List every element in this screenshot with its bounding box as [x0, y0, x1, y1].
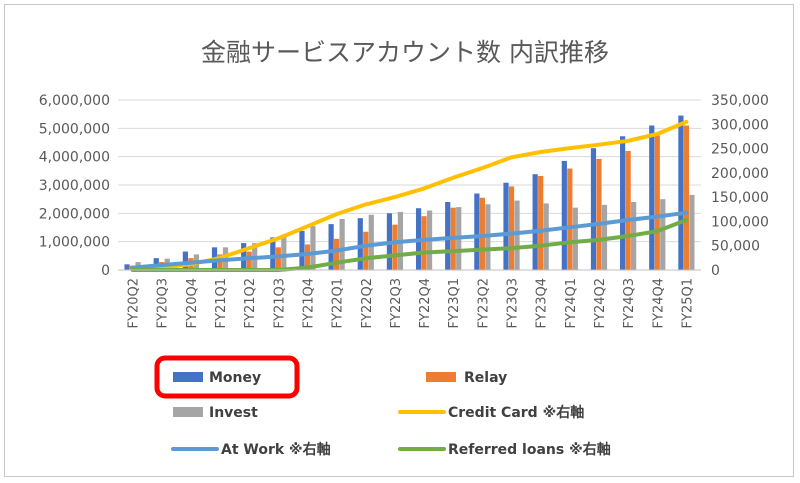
right-axis: 0 50,000 100,000 150,000 200,000 250,000 300,0…: [711, 93, 769, 279]
left-tick-label: 4,000,000: [39, 150, 110, 166]
left-tick-label: 1,000,000: [39, 235, 110, 251]
chart: 金融サービスアカウント数 内訳推移 0 1,000,000 2,000,000 3,0…: [39, 38, 769, 458]
bar-relay: [275, 247, 281, 270]
category-label: FY23Q3: [506, 278, 521, 328]
right-tick-label: 350,000: [711, 93, 769, 109]
bar-relay: [304, 244, 311, 270]
legend-label: Credit Card ※右軸: [448, 404, 584, 421]
bar-invest: [368, 214, 374, 270]
category-label: FY25Q1: [680, 278, 695, 328]
bar-relay: [479, 197, 485, 270]
left-tick-label: 6,000,000: [39, 93, 110, 109]
bar-money: [241, 243, 247, 270]
left-tick-label: 3,000,000: [39, 178, 110, 194]
bar-money: [270, 237, 276, 270]
category-label: FY21Q3: [272, 278, 287, 328]
legend-highlight-box: [154, 355, 300, 399]
gridlines: [118, 99, 701, 271]
left-axis: 0 1,000,000 2,000,000 3,000,000 4,000,000 5,0…: [39, 93, 110, 279]
chart-frame: 金融サービスアカウント数 内訳推移 0 1,000,000 2,000,000 3,0…: [4, 4, 794, 477]
category-label: FY24Q3: [622, 278, 637, 328]
category-label: FY24Q2: [593, 278, 608, 328]
bar-invest: [660, 199, 666, 270]
category-label: FY22Q1: [331, 278, 346, 328]
category-label: FY23Q4: [535, 278, 550, 328]
left-tick-label: 0: [101, 263, 110, 279]
bar-invest: [572, 207, 578, 270]
bar-invest: [281, 234, 287, 270]
category-label: FY21Q2: [243, 278, 258, 328]
bar-money: [182, 251, 188, 270]
category-label: FY24Q4: [651, 278, 666, 328]
bar-money: [503, 182, 509, 270]
category-label: FY21Q1: [214, 278, 229, 328]
bar-relay: [596, 158, 602, 270]
right-tick-label: 300,000: [711, 117, 769, 133]
bar-money: [357, 218, 363, 270]
bar-money: [328, 224, 334, 270]
bar-money: [445, 202, 451, 270]
right-tick-label: 50,000: [711, 239, 760, 255]
bar-money: [532, 174, 538, 270]
category-label: FY23Q1: [447, 278, 462, 328]
right-tick-label: 150,000: [711, 190, 769, 206]
legend-label: Invest: [209, 405, 258, 421]
category-label: FY21Q4: [301, 278, 316, 328]
category-label: FY24Q1: [564, 278, 579, 328]
legend-label: Money: [209, 370, 261, 386]
legend-swatch: [173, 407, 203, 417]
bar-relay: [683, 125, 690, 270]
category-label: FY20Q2: [127, 278, 142, 328]
chart-title: 金融サービスアカウント数 内訳推移: [201, 38, 609, 67]
bar-invest: [689, 194, 695, 270]
right-tick-label: 100,000: [711, 214, 769, 230]
bar-money: [561, 160, 567, 270]
bar-invest: [514, 200, 520, 270]
bar-money: [620, 136, 626, 270]
bar-money: [678, 115, 684, 270]
legend-label: At Work ※右軸: [221, 441, 331, 458]
category-label: FY20Q4: [185, 278, 200, 328]
legend-swatch: [426, 372, 456, 382]
bar-relay: [508, 186, 515, 270]
bar-relay: [392, 224, 398, 270]
category-label: FY20Q3: [156, 278, 171, 328]
legend-label: Referred loans ※右軸: [448, 441, 611, 458]
category-label: FY22Q4: [418, 278, 433, 328]
bar-relay: [246, 251, 252, 270]
category-label: FY22Q2: [360, 278, 375, 328]
left-tick-label: 2,000,000: [39, 206, 110, 222]
bar-money: [474, 193, 480, 270]
right-tick-label: 0: [711, 263, 720, 279]
bar-relay: [654, 135, 660, 270]
bar-money: [124, 264, 130, 270]
bar-invest: [310, 226, 316, 270]
legend: Money Relay Invest Credit Card ※右軸 At Work ※…: [154, 355, 611, 458]
bar-relay: [625, 151, 631, 270]
right-tick-label: 250,000: [711, 142, 769, 158]
category-label: FY23Q2: [476, 278, 491, 328]
legend-swatch: [173, 372, 203, 382]
legend-label: Relay: [464, 370, 507, 386]
bar-relay: [334, 238, 340, 270]
x-axis: FY20Q2 FY20Q3 FY20Q4 FY21Q1 FY21Q2 FY21Q3 FY21…: [118, 269, 701, 328]
left-tick-label: 5,000,000: [39, 121, 110, 137]
bar-invest: [339, 219, 345, 270]
line-credit: [130, 119, 689, 271]
category-label: FY22Q3: [389, 278, 404, 328]
bar-relay: [421, 216, 427, 270]
bar-relay: [363, 231, 369, 270]
bar-invest: [543, 203, 549, 270]
line-at: [130, 210, 689, 270]
bar-money: [649, 125, 655, 270]
bar-money: [590, 148, 597, 270]
bar-money: [299, 230, 305, 270]
bar-relay: [538, 175, 544, 270]
bar-relay: [567, 168, 573, 270]
right-tick-label: 200,000: [711, 166, 769, 182]
